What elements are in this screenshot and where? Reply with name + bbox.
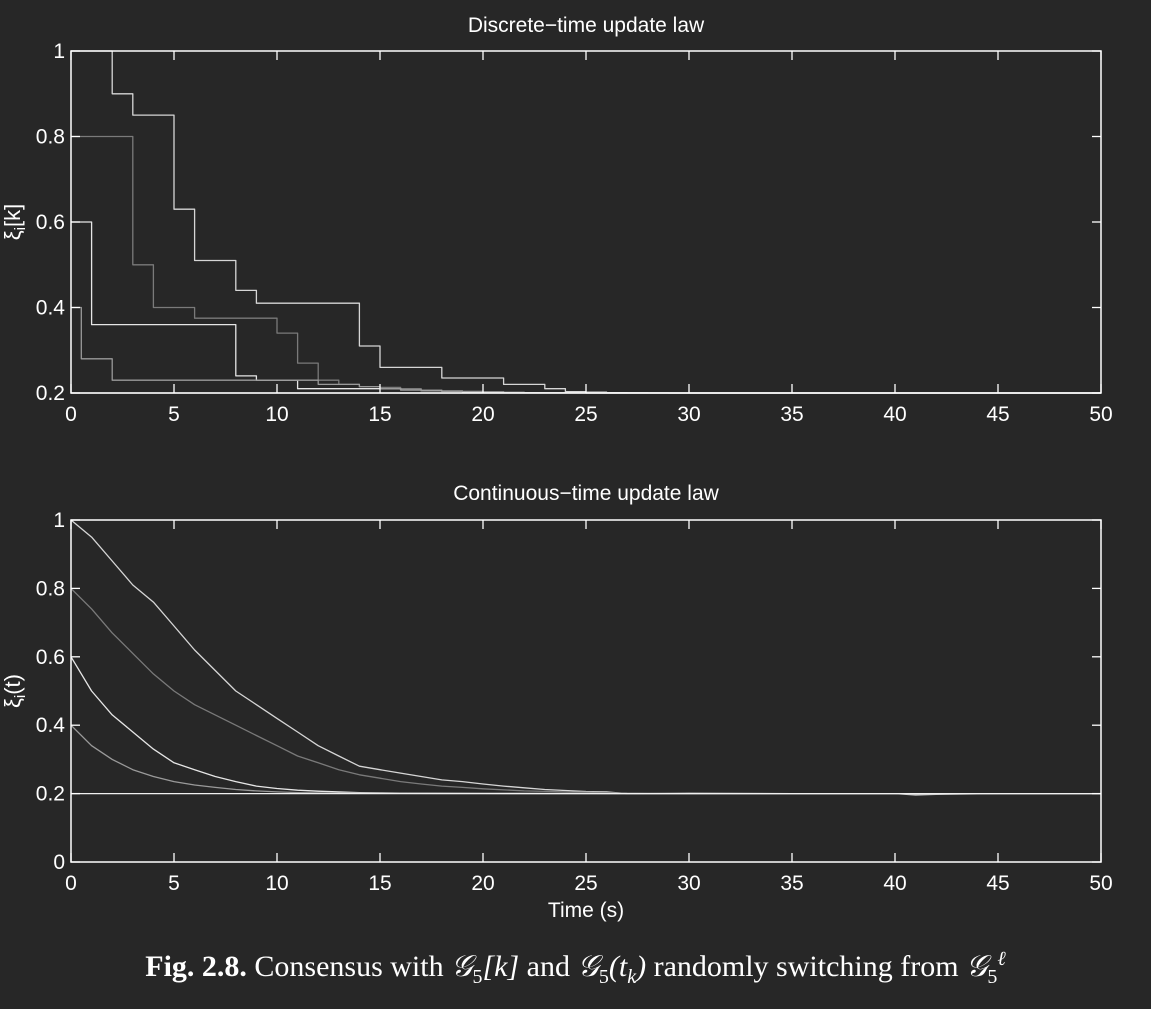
figure-caption: Fig. 2.8. Consensus with 𝒢5[k] and 𝒢5(tk… — [0, 948, 1151, 989]
continuous-x-tick-label: 35 — [780, 872, 803, 895]
continuous-y-tick-label: 0.4 — [36, 714, 66, 737]
discrete-axes-box — [70, 50, 1102, 394]
discrete-x-tick-label: 10 — [265, 403, 288, 426]
continuous-series-line-4 — [70, 724, 1101, 795]
discrete-x-tick-label: 45 — [986, 403, 1009, 426]
discrete-x-tick-label: 25 — [574, 403, 597, 426]
discrete-series-line-2 — [71, 135, 1101, 394]
discrete-x-tick-label: 50 — [1089, 403, 1112, 426]
continuous-y-axis-label: ξi(t) — [0, 674, 29, 708]
continuous-y-tick-label: 0.6 — [36, 646, 65, 669]
figure-canvas: 0 5 10 15 20 25 30 35 40 45 500.20.40.60.81Discret… — [0, 14, 1113, 922]
continuous-x-tick-label: 30 — [677, 872, 700, 895]
caption-text-and: and — [519, 950, 578, 983]
caption-tk-open: (t — [608, 950, 628, 983]
continuous-x-tick-label: 5 — [168, 872, 180, 895]
continuous-series-line-3 — [70, 656, 1101, 795]
caption-text-2: randomly switching from — [646, 950, 967, 983]
discrete-x-tick-label: 20 — [471, 403, 494, 426]
discrete-x-tick-label: 35 — [780, 403, 803, 426]
continuous-series-line-2 — [70, 587, 1101, 795]
caption-graph-symbol-3: 𝒢 — [966, 950, 988, 983]
discrete-x-tick-label: 15 — [368, 403, 391, 426]
discrete-y-tick-label: 1 — [53, 40, 65, 63]
caption-tk-close: ) — [636, 950, 647, 983]
continuous-time-panel: 0 5 10 15 20 25 30 35 40 45 50 0 0.2 0.4 0.6 0.8 1 Contin… — [0, 482, 1113, 922]
caption-graph-symbol-2: 𝒢 — [577, 950, 599, 983]
discrete-y-tick-label: 0.6 — [36, 211, 65, 234]
caption-sub-3: 5 — [987, 966, 998, 988]
continuous-x-tick-label: 20 — [471, 872, 494, 895]
discrete-x-tick-label: 0 — [65, 403, 77, 426]
discrete-chart-title: Discrete−time update law — [468, 14, 705, 37]
discrete-y-tick-label: 0.2 — [36, 382, 65, 405]
continuous-x-tick-label: 10 — [265, 872, 288, 895]
continuous-x-tick-label: 15 — [368, 872, 391, 895]
caption-sup-ell: ℓ — [997, 948, 1006, 970]
discrete-y-tick-label: 0.4 — [36, 297, 66, 320]
continuous-x-tick-label: 40 — [883, 872, 906, 895]
continuous-y-tick-label: 0 — [53, 851, 65, 874]
continuous-y-tick-label: 0.2 — [36, 783, 65, 806]
discrete-series-line-1 — [71, 50, 1101, 394]
caption-sub-2: 5 — [598, 966, 609, 988]
discrete-series-line-3 — [71, 221, 1101, 394]
caption-k-bracket: [k] — [482, 950, 520, 983]
caption-graph-symbol-1: 𝒢 — [451, 950, 473, 983]
continuous-x-tick-label: 25 — [574, 872, 597, 895]
discrete-y-axis-label: ξi[k] — [0, 204, 29, 240]
continuous-x-axis-label: Time (s) — [548, 899, 624, 922]
continuous-chart-title: Continuous−time update law — [453, 482, 719, 505]
continuous-x-tick-label: 0 — [65, 872, 77, 895]
continuous-series-line-1 — [70, 519, 1101, 796]
continuous-y-tick-label: 1 — [53, 509, 65, 532]
caption-tk-sub: k — [627, 966, 637, 988]
discrete-y-tick-label: 0.8 — [36, 126, 65, 149]
discrete-x-tick-label: 5 — [168, 403, 180, 426]
continuous-y-tick-label: 0.8 — [36, 577, 65, 600]
caption-label: Fig. 2.8. — [145, 950, 247, 983]
discrete-x-tick-label: 40 — [883, 403, 906, 426]
continuous-axes-box — [70, 519, 1102, 863]
continuous-x-tick-label: 50 — [1089, 872, 1112, 895]
discrete-series-line-4 — [71, 306, 1101, 394]
continuous-x-tick-label: 45 — [986, 872, 1009, 895]
discrete-time-panel: 0 5 10 15 20 25 30 35 40 45 50 0.2 0.4 0.6 0.8 1 Discret… — [0, 14, 1113, 426]
caption-text-1: Consensus with — [246, 950, 452, 983]
caption-sub-1: 5 — [472, 966, 483, 988]
discrete-x-tick-label: 30 — [677, 403, 700, 426]
